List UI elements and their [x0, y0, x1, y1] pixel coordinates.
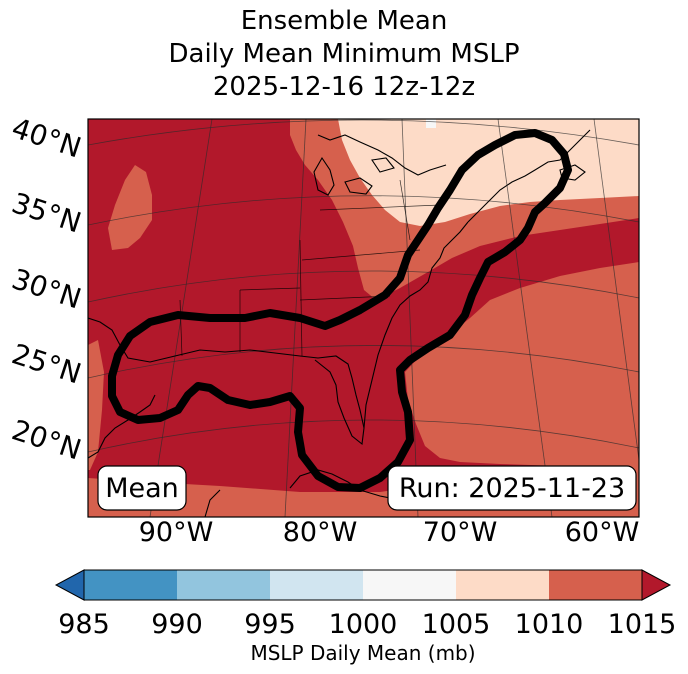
colorbar-tick-985: 985	[58, 609, 110, 640]
map-panel: Mean Run: 2025-11-23	[88, 119, 639, 517]
lat-label-25: 25°N	[8, 337, 85, 390]
lat-label-30: 30°N	[8, 262, 85, 315]
pressure-field-patch-west	[108, 165, 152, 250]
mean-label: Mean	[105, 473, 179, 504]
lon-label-80: 80°W	[283, 517, 358, 548]
colorbar-bin-985-990	[84, 570, 177, 600]
colorbar-extend-low	[54, 569, 85, 601]
colorbar-tick-990: 990	[151, 609, 203, 640]
lat-label-40: 40°N	[8, 111, 85, 164]
colorbar-bin-995-1000	[270, 570, 363, 600]
colorbar-bin-1005-1010	[456, 570, 549, 600]
colorbar-frame	[83, 569, 643, 601]
run-date-label: Run: 2025-11-23	[399, 473, 625, 504]
pressure-field-patch-southwest	[88, 340, 104, 470]
colorbar-tick-1010: 1010	[515, 609, 584, 640]
map-frame	[87, 118, 640, 518]
lat-label-20: 20°N	[8, 413, 85, 466]
chart-title-line-2: Daily Mean Minimum MSLP	[168, 39, 520, 69]
colorbar-tick-1015: 1015	[608, 609, 677, 640]
mean-label-box: Mean	[97, 465, 187, 511]
colorbar-tick-1000: 1000	[329, 609, 398, 640]
pressure-field-1000-1005	[426, 119, 436, 128]
pressure-field-1005-1010	[338, 119, 639, 226]
colorbar-extend-high	[641, 569, 672, 601]
colorbar-tick-995: 995	[244, 609, 296, 640]
chart-title-line-1: Ensemble Mean	[240, 6, 448, 36]
run-label-box: Run: 2025-11-23	[387, 465, 637, 511]
lat-label-35: 35°N	[8, 186, 85, 239]
lon-label-70: 70°W	[423, 517, 498, 548]
lon-label-60: 60°W	[565, 517, 640, 548]
pressure-field-1010-1015	[290, 119, 639, 466]
colorbar-bin-990-995	[177, 570, 270, 600]
colorbar-bin-1000-1005	[363, 570, 456, 600]
colorbar	[54, 569, 672, 601]
colorbar-title: MSLP Daily Mean (mb)	[250, 641, 475, 665]
chart-title-line-3: 2025-12-16 12z-12z	[212, 72, 476, 102]
colorbar-tick-1005: 1005	[422, 609, 491, 640]
contour-outline	[108, 129, 572, 492]
colorbar-bin-1010-1015	[549, 570, 642, 600]
lon-label-90: 90°W	[139, 517, 214, 548]
coastlines	[88, 129, 591, 517]
